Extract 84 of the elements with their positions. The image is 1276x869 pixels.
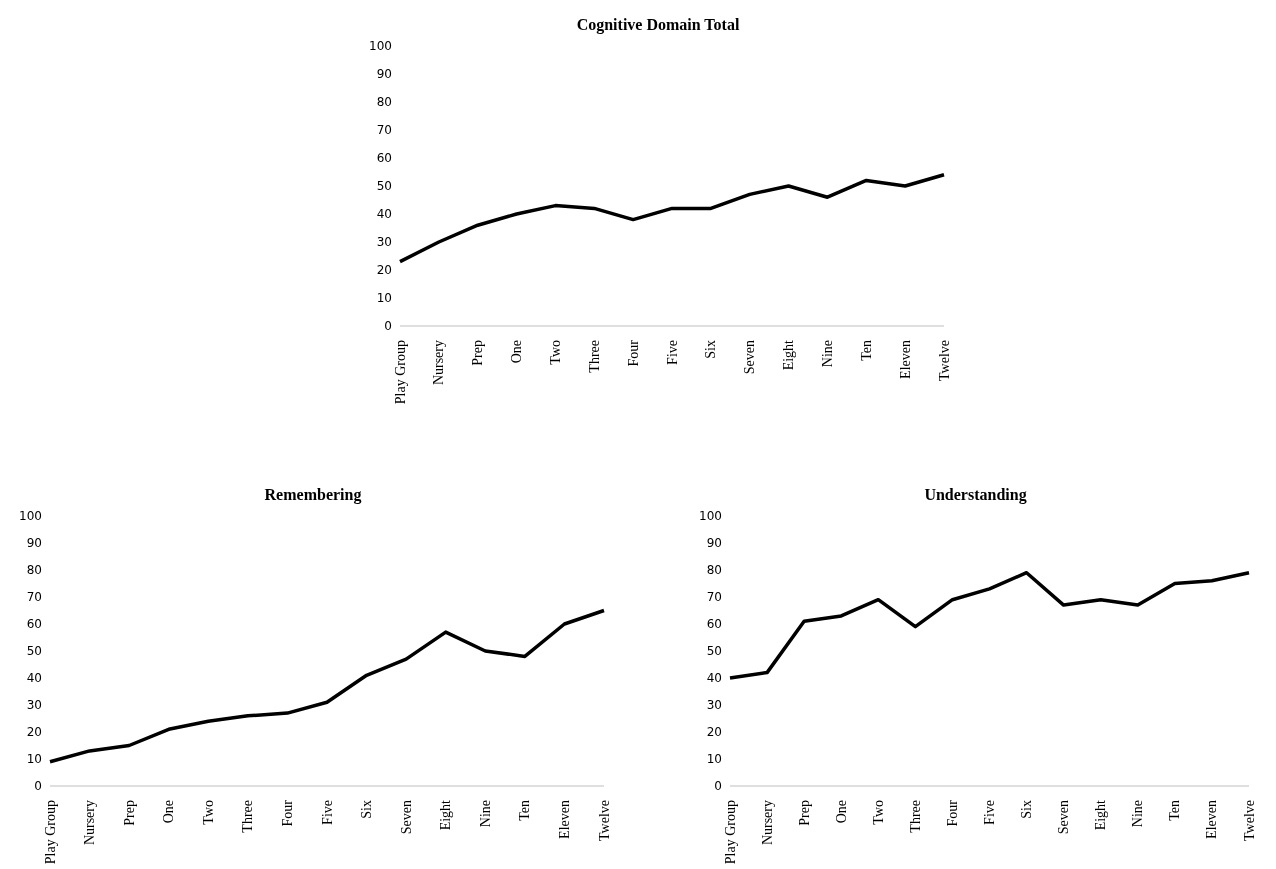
x-tick-label: One (509, 340, 525, 364)
x-tick-label: Nursery (431, 340, 447, 386)
x-tick-label: Twelve (1241, 800, 1257, 842)
y-tick-label: 80 (26, 563, 42, 578)
y-tick-label: 50 (706, 644, 722, 659)
y-tick-label: 90 (376, 67, 392, 82)
y-tick-label: 20 (706, 725, 722, 740)
y-tick-label: 90 (706, 536, 722, 551)
y-tick-label: 20 (376, 263, 392, 278)
y-tick-label: 80 (376, 95, 392, 110)
line-series (398, 173, 946, 264)
chart-title: Cognitive Domain Total (575, 16, 741, 36)
y-tick-label: 0 (384, 319, 392, 334)
x-tick-label: Eleven (556, 800, 572, 839)
x-tick-label: Play Group (722, 800, 738, 865)
y-tick-label: 70 (706, 590, 722, 605)
y-tick-label: 0 (714, 779, 722, 794)
x-tick-label: Ten (517, 800, 533, 821)
x-tick-label: Six (703, 340, 719, 359)
x-tick-label: Play Group (42, 800, 58, 865)
x-tick-label: Four (279, 799, 295, 827)
y-tick-label: 60 (26, 617, 42, 632)
y-tick-label: 10 (26, 752, 42, 767)
y-tick-label: 50 (26, 644, 42, 659)
y-tick-label: 60 (376, 151, 392, 166)
y-tick-label: 0 (34, 779, 42, 794)
x-tick-label: Six (1019, 800, 1035, 819)
x-tick-label: Seven (398, 800, 414, 835)
x-tick-label: Three (240, 800, 256, 833)
x-tick-label: Nine (477, 800, 493, 828)
y-tick-label: 80 (706, 563, 722, 578)
line-series (48, 608, 606, 764)
y-tick-label: 20 (26, 725, 42, 740)
y-tick-label: 70 (26, 590, 42, 605)
x-tick-label: Ten (858, 340, 874, 361)
x-tick-label: Eight (438, 799, 454, 831)
x-tick-label: Nine (819, 340, 835, 368)
x-tick-label: Prep (470, 340, 486, 366)
x-tick-label: Six (359, 800, 375, 819)
x-tick-label: Nine (1130, 800, 1146, 828)
x-tick-label: Two (870, 800, 886, 825)
chart-title: Remembering (263, 486, 363, 506)
y-tick-label: 30 (26, 698, 42, 713)
chart-title: Understanding (923, 486, 1028, 506)
x-tick-label: Twelve (936, 340, 952, 382)
x-tick-label: Two (547, 340, 563, 365)
y-tick-label: 100 (19, 509, 42, 524)
x-tick-label: Nursery (82, 800, 98, 846)
y-tick-label: 60 (706, 617, 722, 632)
y-tick-label: 50 (376, 179, 392, 194)
y-tick-label: 40 (26, 671, 42, 686)
y-tick-label: 10 (706, 752, 722, 767)
x-tick-label: Seven (1056, 800, 1072, 835)
x-tick-label: Five (319, 800, 335, 825)
x-tick-label: Eleven (1204, 800, 1220, 839)
x-tick-label: Eight (1093, 799, 1109, 831)
y-tick-label: 100 (369, 39, 392, 54)
line-series (728, 570, 1251, 680)
y-tick-label: 30 (706, 698, 722, 713)
x-tick-label: Prep (121, 800, 137, 826)
x-tick-label: Eleven (897, 340, 913, 379)
x-tick-label: Five (664, 340, 680, 365)
x-tick-label: Twelve (596, 800, 612, 842)
y-tick-label: 70 (376, 123, 392, 138)
x-tick-label: Eight (781, 339, 797, 371)
x-tick-label: Play Group (392, 340, 408, 405)
x-tick-label: Seven (742, 340, 758, 375)
y-tick-label: 10 (376, 291, 392, 306)
y-tick-label: 30 (376, 235, 392, 250)
x-tick-label: Five (982, 800, 997, 825)
x-tick-label: Ten (1167, 800, 1183, 821)
y-tick-label: 40 (706, 671, 722, 686)
y-tick-label: 90 (26, 536, 42, 551)
x-tick-label: Four (625, 339, 641, 367)
x-tick-label: Prep (796, 800, 812, 826)
x-tick-label: Nursery (759, 800, 775, 846)
x-tick-label: Three (907, 800, 923, 833)
x-tick-label: Three (586, 340, 602, 373)
y-tick-label: 40 (376, 207, 392, 222)
x-tick-label: One (161, 800, 177, 824)
x-tick-label: One (833, 800, 849, 824)
x-tick-label: Two (200, 800, 216, 825)
y-tick-label: 100 (699, 509, 722, 524)
x-tick-label: Four (944, 799, 960, 827)
